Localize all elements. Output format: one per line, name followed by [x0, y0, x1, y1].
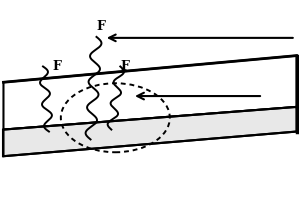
Polygon shape [4, 107, 296, 156]
Text: F: F [97, 20, 105, 33]
Text: F: F [52, 60, 61, 73]
Polygon shape [4, 56, 296, 130]
Text: F: F [120, 60, 129, 73]
